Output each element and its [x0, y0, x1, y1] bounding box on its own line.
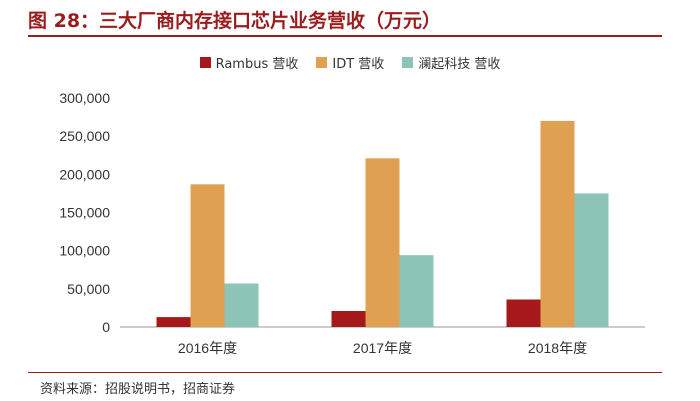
chart-legend: Rambus 营收 IDT 营收 澜起科技 营收: [0, 52, 700, 72]
y-tick-label: 300,000: [59, 90, 110, 106]
title-divider: [28, 35, 662, 37]
legend-item-idt: IDT 营收: [316, 52, 384, 72]
bar-series-0-cat-0: [156, 317, 191, 327]
legend-item-rambus: Rambus 营收: [199, 52, 299, 72]
legend-label-montage: 澜起科技 营收: [418, 56, 501, 72]
figure-title: 图 28：三大厂商内存接口芯片业务营收（万元）: [28, 10, 442, 32]
bar-series-1-cat-1: [365, 158, 400, 327]
bar-series-1-cat-2: [540, 120, 575, 328]
legend-label-rambus: Rambus 营收: [215, 56, 299, 72]
legend-swatch-rambus: [199, 56, 211, 68]
x-tick-label: 2016年度: [178, 340, 237, 356]
y-tick-label: 150,000: [59, 205, 110, 221]
legend-swatch-montage: [402, 56, 414, 68]
bar-chart: 0 50,000 100,000 150,000 200,000 250,000 300,0…: [59, 90, 645, 356]
legend-item-montage: 澜起科技 营收: [402, 52, 500, 72]
bar-series-0-cat-1: [331, 311, 366, 327]
y-tick-label: 100,000: [59, 243, 110, 259]
source-note: 资料来源：招股说明书，招商证券: [40, 382, 236, 397]
x-tick-label: 2017年度: [353, 340, 412, 356]
legend-swatch-idt: [316, 56, 328, 68]
y-tick-label: 50,000: [67, 281, 110, 297]
y-tick-label: 250,000: [59, 128, 110, 144]
source-divider: [28, 372, 662, 373]
y-tick-label: 200,000: [59, 166, 110, 182]
bar-series-2-cat-0: [224, 283, 259, 327]
bar-series-2-cat-2: [574, 193, 609, 327]
legend-label-idt: IDT 营收: [332, 56, 385, 72]
bar-series-1-cat-0: [190, 184, 225, 327]
x-tick-label: 2018年度: [528, 340, 587, 356]
bar-series-2-cat-1: [399, 255, 434, 327]
y-tick-label: 0: [102, 319, 110, 335]
bar-series-0-cat-2: [506, 299, 541, 327]
